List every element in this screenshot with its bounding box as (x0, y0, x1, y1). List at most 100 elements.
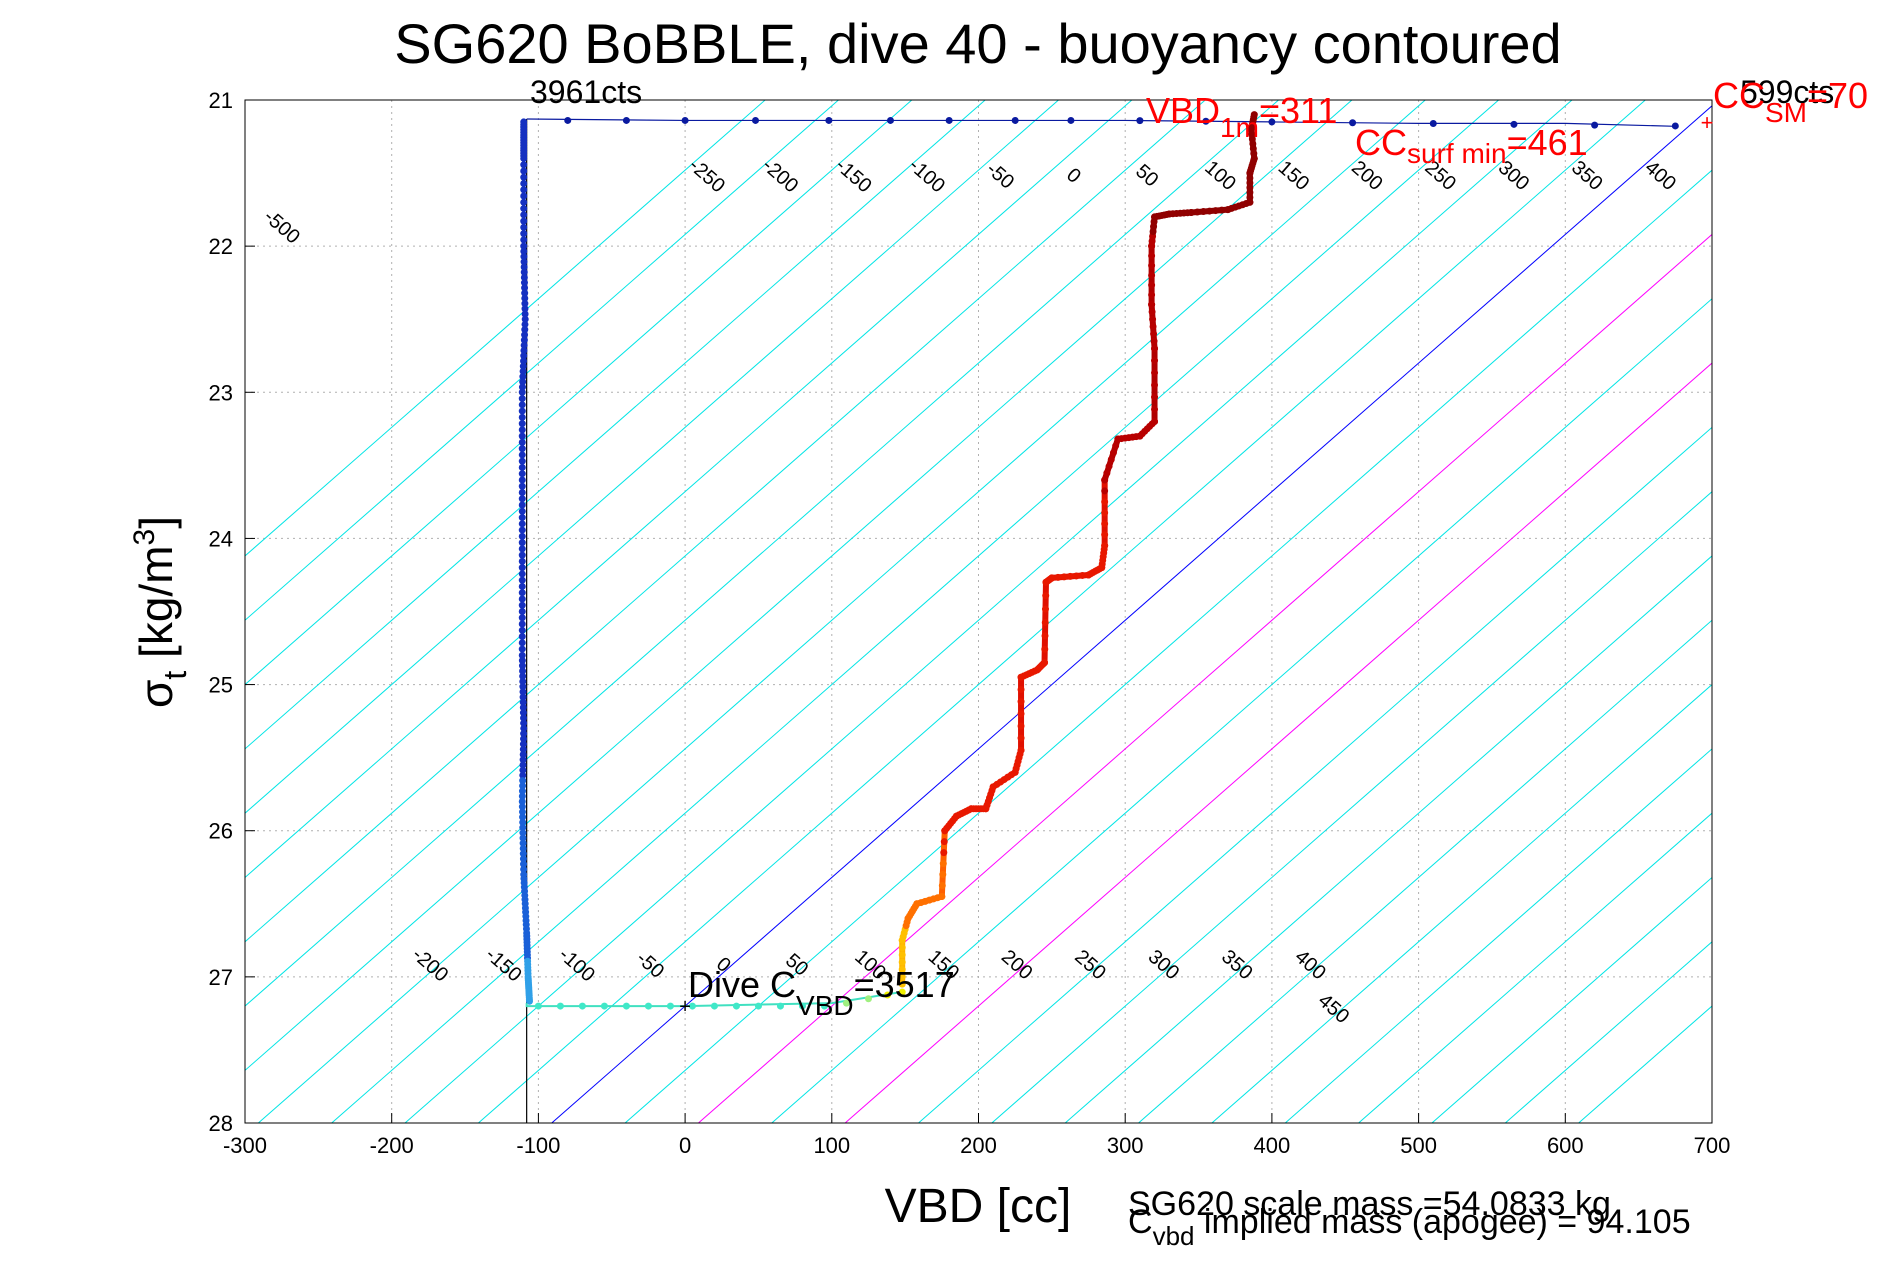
ascent-point (1017, 710, 1025, 718)
descent-point (518, 601, 526, 609)
y-tick-label: 26 (209, 819, 233, 844)
descent-point (518, 582, 526, 590)
descent-point (518, 526, 526, 534)
descent-point (519, 698, 527, 706)
y-tick-label: 22 (209, 234, 233, 259)
contour-label: 300 (1144, 946, 1184, 985)
contour-line (771, 298, 1712, 1123)
surface-point (825, 116, 833, 124)
descent-point (518, 808, 526, 816)
ascent-point (939, 860, 947, 868)
descent-point (525, 997, 533, 1005)
descent-point (519, 683, 527, 691)
data-series: + (518, 111, 1679, 1123)
contour-line (698, 233, 1712, 1123)
descent-point (520, 714, 528, 722)
descent-point (520, 154, 528, 162)
descent-point (520, 347, 528, 355)
descent-point (520, 735, 528, 743)
bottom-point (666, 1002, 674, 1010)
y-axis-ticks: 21 22 23 24 25 26 27 28 (209, 88, 255, 1136)
descent-point (518, 383, 526, 391)
descent-point (519, 373, 527, 381)
ascent-point (1066, 572, 1074, 580)
contour-label: -500 (259, 206, 304, 249)
descent-point (520, 258, 528, 266)
ascent-point (898, 951, 906, 959)
contour-line (258, 100, 1426, 1123)
descent-point (519, 751, 527, 759)
cc-surf-min-label: CCsurf min=461 (1355, 122, 1588, 169)
descent-point (520, 230, 528, 238)
bottom-point (556, 1002, 564, 1010)
y-tick-label: 25 (209, 673, 233, 698)
implied-mass-rest: implied mass (apogee) = 94.105 (1194, 1203, 1690, 1241)
descent-point (519, 667, 527, 675)
contour-line (1064, 555, 1712, 1123)
descent-point (518, 395, 526, 403)
cc-sm-label: CCSM=70 (1713, 75, 1868, 128)
ascent-point (1041, 605, 1049, 613)
ascent-point (1246, 184, 1254, 192)
ascent-point (1148, 281, 1156, 289)
x-tick-label: 700 (1694, 1133, 1731, 1158)
ascent-point (938, 882, 946, 890)
descent-point (518, 545, 526, 553)
descent-point (518, 633, 526, 641)
y-axis-label-sub: t (157, 671, 193, 680)
descent-point (519, 777, 527, 785)
x-tick-label: 300 (1107, 1133, 1144, 1158)
ascent-point (1017, 698, 1025, 706)
descent-point (518, 570, 526, 578)
x-tick-label: 500 (1400, 1133, 1437, 1158)
ascent-point (1101, 487, 1109, 495)
contour-label: 400 (1640, 157, 1680, 196)
chart-title: SG620 BoBBLE, dive 40 - buoyancy contour… (394, 12, 1561, 75)
cc-sm-main: CC (1713, 75, 1765, 116)
descent-point (519, 782, 527, 790)
descent-point (518, 514, 526, 522)
ascent-point (1148, 252, 1156, 260)
descent-point (520, 186, 528, 194)
ascent-point (1151, 418, 1159, 426)
descent-point (520, 253, 528, 261)
ascent-point (1101, 509, 1109, 517)
contour-line (1211, 683, 1712, 1123)
descent-point (518, 539, 526, 547)
right-counts-label: 599cts (1740, 74, 1834, 110)
ascent-point (1101, 531, 1109, 539)
cc-surf-min-sub: surf min (1407, 138, 1507, 169)
bottom-point (644, 1002, 652, 1010)
y-axis-label-sup: 3 (128, 529, 161, 546)
vbd-1m-sub: 1m (1220, 112, 1259, 143)
ascent-point (1048, 574, 1056, 582)
x-tick-label: -100 (516, 1133, 560, 1158)
ascent-point (1072, 572, 1080, 580)
bottom-point (754, 1002, 762, 1010)
contour-line (624, 169, 1712, 1123)
ascent-point (1187, 209, 1195, 217)
descent-point (518, 426, 526, 434)
descent-point (518, 488, 526, 496)
descent-point (518, 803, 526, 811)
ascent-point (1149, 315, 1157, 323)
contour-line (404, 100, 1573, 1123)
contour-label: -50 (632, 947, 668, 983)
ascent-point (1151, 344, 1159, 352)
descent-point (519, 688, 527, 696)
descent-point (518, 657, 526, 665)
ascent-point (1105, 462, 1113, 470)
descent-point (519, 855, 527, 863)
descent-point (518, 438, 526, 446)
descent-point (518, 476, 526, 484)
descent-point (521, 310, 529, 318)
surface-point (1011, 116, 1019, 124)
x-tick-label: 400 (1254, 1133, 1291, 1158)
descent-point (519, 693, 527, 701)
contour-line (991, 490, 1712, 1123)
descent-point (520, 357, 528, 365)
contour-label: 400 (1290, 946, 1330, 985)
descent-point (521, 331, 529, 339)
surface-point (1349, 119, 1357, 127)
